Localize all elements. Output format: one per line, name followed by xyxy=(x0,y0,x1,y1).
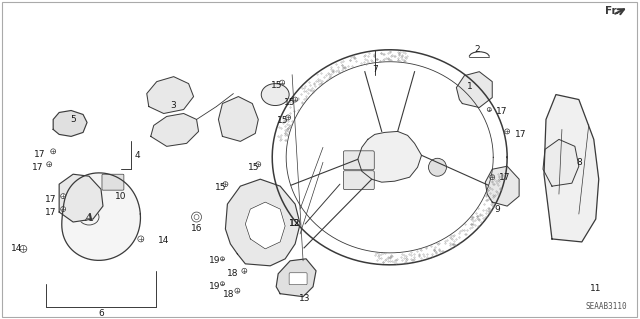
Text: 12: 12 xyxy=(289,219,301,228)
Text: 1: 1 xyxy=(467,82,472,91)
Text: 18: 18 xyxy=(223,290,234,299)
Text: 18: 18 xyxy=(227,269,238,278)
Polygon shape xyxy=(543,139,579,186)
Polygon shape xyxy=(147,77,193,114)
Text: 15: 15 xyxy=(277,116,289,125)
Text: 9: 9 xyxy=(494,204,500,213)
Polygon shape xyxy=(245,202,285,249)
Polygon shape xyxy=(151,114,198,146)
Polygon shape xyxy=(218,97,259,141)
Text: 14: 14 xyxy=(11,244,22,253)
Text: 17: 17 xyxy=(496,107,508,116)
Text: 16: 16 xyxy=(191,225,202,234)
Text: 7: 7 xyxy=(372,65,378,74)
Circle shape xyxy=(490,175,495,180)
Text: 3: 3 xyxy=(170,101,175,110)
Text: 4: 4 xyxy=(135,151,141,160)
Polygon shape xyxy=(544,94,599,242)
FancyBboxPatch shape xyxy=(289,273,307,285)
Circle shape xyxy=(47,162,52,167)
Text: 17: 17 xyxy=(32,163,44,172)
Text: 15: 15 xyxy=(271,81,283,90)
Polygon shape xyxy=(59,174,103,222)
Ellipse shape xyxy=(261,84,289,106)
Text: 15: 15 xyxy=(284,98,296,107)
Text: 12: 12 xyxy=(289,219,301,228)
Polygon shape xyxy=(358,131,422,182)
Circle shape xyxy=(487,108,492,112)
Text: 10: 10 xyxy=(115,192,127,201)
Text: 15: 15 xyxy=(248,163,259,172)
Circle shape xyxy=(280,80,285,85)
Circle shape xyxy=(51,149,56,154)
Polygon shape xyxy=(485,166,519,206)
Text: 14: 14 xyxy=(158,236,170,245)
Circle shape xyxy=(256,162,260,167)
Text: 5: 5 xyxy=(70,115,76,124)
Polygon shape xyxy=(53,110,87,137)
Text: 15: 15 xyxy=(214,183,226,192)
Text: A: A xyxy=(84,211,93,223)
Circle shape xyxy=(61,194,66,199)
FancyBboxPatch shape xyxy=(102,174,124,190)
Text: 17: 17 xyxy=(45,195,56,204)
Polygon shape xyxy=(225,179,300,266)
Circle shape xyxy=(242,268,247,273)
Text: 17: 17 xyxy=(45,208,56,217)
Text: SEAAB3110: SEAAB3110 xyxy=(585,302,627,311)
Text: 19: 19 xyxy=(209,282,220,291)
Polygon shape xyxy=(276,259,316,297)
Circle shape xyxy=(20,245,27,252)
Text: 11: 11 xyxy=(590,284,602,293)
Circle shape xyxy=(191,212,202,222)
Circle shape xyxy=(220,257,225,261)
Circle shape xyxy=(220,282,225,286)
FancyBboxPatch shape xyxy=(344,171,374,190)
Circle shape xyxy=(223,182,228,187)
Polygon shape xyxy=(456,72,492,108)
FancyBboxPatch shape xyxy=(344,151,374,170)
Text: 19: 19 xyxy=(209,256,220,265)
Circle shape xyxy=(285,115,291,120)
Circle shape xyxy=(194,215,199,219)
Circle shape xyxy=(61,207,66,211)
Text: 17: 17 xyxy=(515,130,527,139)
Text: 17: 17 xyxy=(34,150,45,159)
Text: 13: 13 xyxy=(300,294,311,303)
Circle shape xyxy=(505,129,509,134)
Text: 2: 2 xyxy=(474,45,480,54)
Text: 6: 6 xyxy=(98,309,104,318)
Circle shape xyxy=(292,97,298,102)
Text: 17: 17 xyxy=(499,173,511,182)
Circle shape xyxy=(138,236,144,242)
Polygon shape xyxy=(62,173,140,260)
Circle shape xyxy=(429,158,447,176)
Text: 8: 8 xyxy=(576,158,582,167)
Circle shape xyxy=(235,288,240,293)
Text: Fr.: Fr. xyxy=(605,6,619,16)
